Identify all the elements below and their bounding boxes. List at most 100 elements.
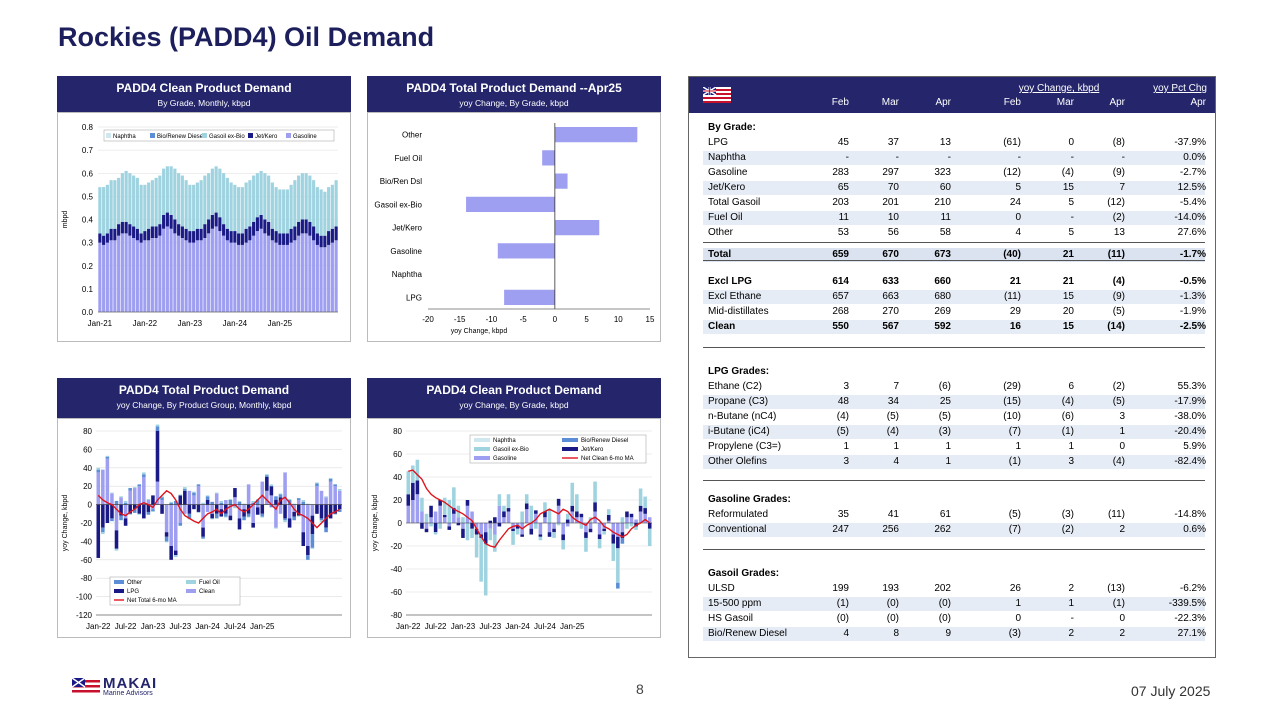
y-tick-label: -20 bbox=[80, 519, 92, 528]
bar-segment bbox=[282, 189, 286, 234]
row-label: n-Butane (nC4) bbox=[708, 411, 777, 422]
bar-segment bbox=[242, 503, 246, 505]
bar-segment bbox=[616, 536, 620, 549]
bar-segment bbox=[289, 184, 293, 229]
bar-segment bbox=[137, 486, 142, 505]
bar bbox=[504, 289, 555, 305]
table-cell: 199 bbox=[832, 583, 849, 594]
bar-segment bbox=[132, 487, 137, 489]
bar-segment bbox=[461, 517, 465, 523]
bar-segment bbox=[265, 490, 269, 505]
legend-label: Gasoline bbox=[293, 134, 317, 140]
bar-segment bbox=[334, 226, 338, 241]
bar-segment bbox=[173, 233, 177, 312]
bar-segment bbox=[620, 517, 625, 523]
y-tick-label: -120 bbox=[76, 611, 93, 620]
bar-segment bbox=[300, 173, 304, 220]
table-cell: (7) bbox=[1008, 426, 1021, 437]
category-label: Jet/Kero bbox=[392, 224, 422, 233]
bar-segment bbox=[647, 523, 652, 529]
x-tick-label: Jul-23 bbox=[479, 622, 501, 631]
bar-segment bbox=[165, 212, 169, 227]
bar-segment bbox=[260, 513, 265, 517]
table-cell: 27.1% bbox=[1177, 628, 1206, 639]
bar-segment bbox=[169, 228, 173, 312]
bar-segment bbox=[205, 495, 210, 497]
bar-segment bbox=[147, 182, 151, 229]
logo-name: MAKAI bbox=[103, 675, 158, 692]
legend-swatch bbox=[186, 589, 196, 593]
category-label: LPG bbox=[406, 293, 422, 302]
legend-label: Clean bbox=[199, 589, 215, 595]
table-cell: (3) bbox=[1008, 628, 1021, 639]
row-label: Fuel Oil bbox=[708, 212, 743, 223]
bar-segment bbox=[251, 500, 255, 503]
bar-segment bbox=[183, 488, 187, 491]
bar-segment bbox=[411, 482, 415, 500]
table-cell: -1.7% bbox=[1179, 249, 1206, 260]
bar-segment bbox=[424, 528, 429, 533]
table-row: Excl LPG 614 633 660 21 21 (4) -0.5% bbox=[689, 275, 1215, 290]
category-label: Bio/Ren Dsl bbox=[380, 177, 422, 186]
bar-segment bbox=[105, 233, 109, 243]
bar-segment bbox=[105, 455, 110, 457]
bar-segment bbox=[282, 244, 286, 312]
table-cell: 269 bbox=[934, 306, 951, 317]
x-tick-label: Jul-22 bbox=[115, 622, 137, 631]
bar-segment bbox=[269, 495, 274, 505]
bar-segment bbox=[137, 513, 142, 515]
bar-segment bbox=[203, 238, 207, 312]
bar-segment bbox=[187, 490, 192, 505]
bar-segment bbox=[415, 494, 420, 523]
bar-segment bbox=[301, 504, 306, 533]
bar-segment bbox=[150, 180, 154, 227]
bar-segment bbox=[543, 517, 547, 523]
bar-segment bbox=[155, 481, 160, 505]
x-tick-label: Jan-23 bbox=[451, 622, 476, 631]
bar-segment bbox=[169, 166, 173, 215]
bar-segment bbox=[267, 175, 271, 222]
bar-segment bbox=[289, 242, 293, 312]
table-cell: 16 bbox=[1009, 321, 1021, 332]
bar-segment bbox=[142, 504, 146, 519]
bar-segment bbox=[251, 504, 255, 523]
table-cell: 3 bbox=[1119, 411, 1125, 422]
bar-segment bbox=[634, 519, 638, 523]
bar-segment bbox=[511, 531, 515, 545]
table-cell: -37.9% bbox=[1174, 137, 1206, 148]
table-cell: 297 bbox=[882, 167, 899, 178]
bar-segment bbox=[493, 523, 497, 535]
group2-header: yoy Pct Chg bbox=[1153, 83, 1207, 94]
bar-segment bbox=[330, 184, 334, 229]
bar-segment bbox=[248, 180, 252, 227]
table-cell: 323 bbox=[934, 167, 951, 178]
bar-segment bbox=[643, 508, 647, 514]
row-label: LPG bbox=[708, 137, 729, 148]
bar-segment bbox=[109, 180, 113, 229]
bar-segment bbox=[282, 233, 286, 245]
section-title: By Grade: bbox=[708, 122, 756, 133]
bar-segment bbox=[255, 231, 259, 312]
bar-segment bbox=[195, 182, 199, 229]
bar-segment bbox=[143, 240, 147, 312]
bar-segment bbox=[113, 228, 117, 241]
bar-segment bbox=[561, 540, 565, 550]
bar-segment bbox=[625, 523, 629, 529]
bar-segment bbox=[323, 191, 327, 236]
bar-segment bbox=[315, 482, 319, 484]
row-label: Naphtha bbox=[708, 152, 746, 163]
table-cell: 3 bbox=[843, 456, 849, 467]
bar-segment bbox=[146, 504, 151, 512]
bar-segment bbox=[293, 240, 297, 312]
bar-segment bbox=[319, 247, 323, 312]
bar-segment bbox=[588, 523, 593, 529]
row-divider bbox=[703, 347, 1205, 348]
bar-segment bbox=[547, 509, 552, 523]
row-band bbox=[703, 320, 1205, 334]
bar-segment bbox=[324, 527, 328, 533]
bar-segment bbox=[218, 231, 222, 312]
legend-swatch bbox=[114, 589, 124, 593]
bar-segment bbox=[188, 242, 192, 312]
table-cell: -1.3% bbox=[1179, 291, 1206, 302]
